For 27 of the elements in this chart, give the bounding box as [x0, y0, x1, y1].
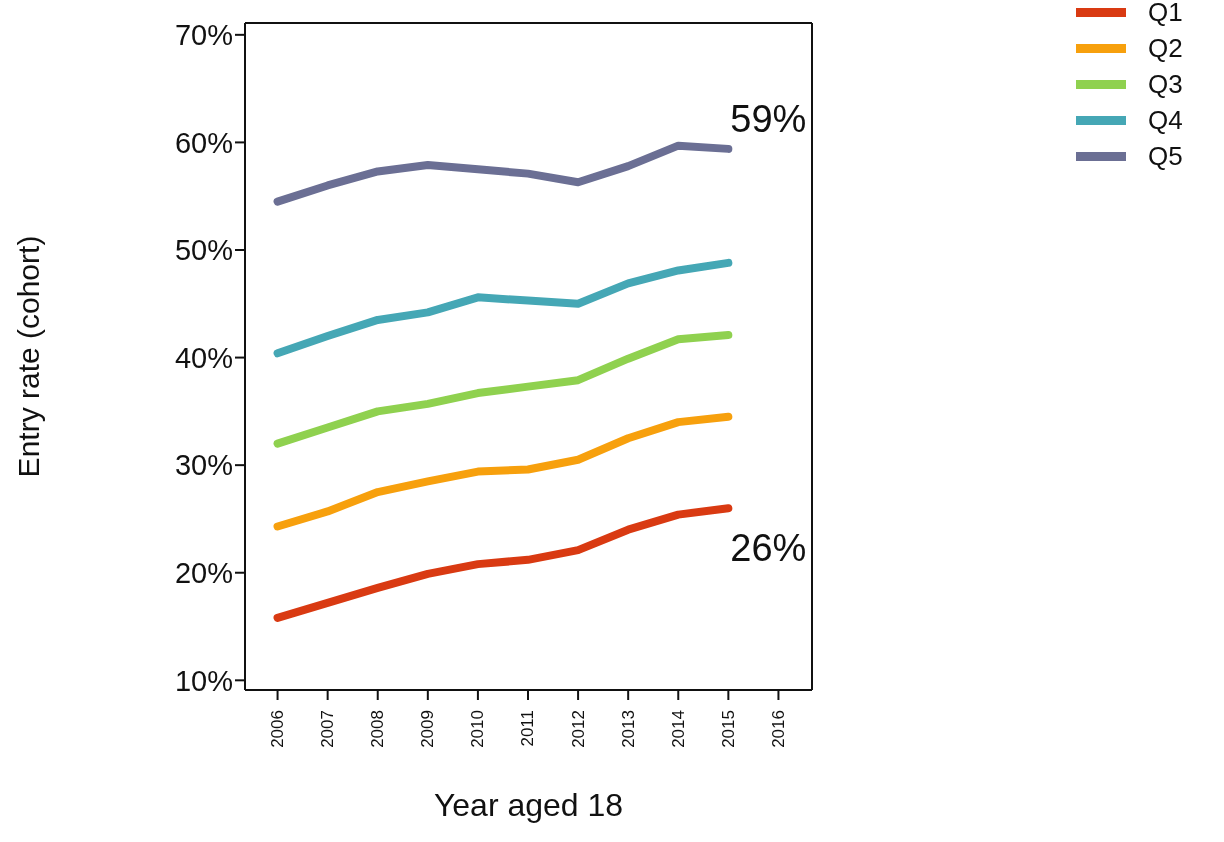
annotation: 59%	[730, 97, 807, 140]
y-tick-label: 70%	[174, 19, 233, 52]
x-tick-label: 2014	[668, 710, 688, 748]
y-tick-label: 50%	[174, 234, 233, 267]
x-tick-label: 2008	[368, 710, 388, 748]
x-tick-label: 2012	[568, 710, 588, 748]
legend-label: Q2	[1148, 32, 1183, 64]
y-tick-label: 60%	[174, 126, 233, 159]
x-tick-label: 2015	[718, 710, 738, 748]
y-tick-label: 40%	[174, 341, 233, 374]
legend-label: Q5	[1148, 140, 1183, 172]
x-tick-label: 2016	[768, 710, 788, 748]
legend-label: Q4	[1148, 104, 1183, 136]
annotation: 26%	[730, 527, 807, 570]
x-axis-title: Year aged 18	[433, 787, 624, 823]
y-tick-label: 10%	[174, 664, 233, 697]
x-tick-label: 2010	[468, 710, 488, 748]
x-tick-label: 2013	[618, 710, 638, 748]
x-tick-label: 2009	[418, 710, 438, 748]
legend-label: Q3	[1148, 68, 1183, 100]
y-axis-title: Entry rate (cohort)	[11, 235, 45, 478]
y-tick-label: 30%	[174, 449, 233, 482]
y-tick-label: 20%	[174, 557, 233, 590]
x-tick-label: 2007	[318, 710, 338, 748]
legend-label: Q1	[1148, 0, 1183, 28]
x-tick-label: 2006	[268, 710, 288, 748]
x-tick-label: 2011	[518, 710, 538, 747]
